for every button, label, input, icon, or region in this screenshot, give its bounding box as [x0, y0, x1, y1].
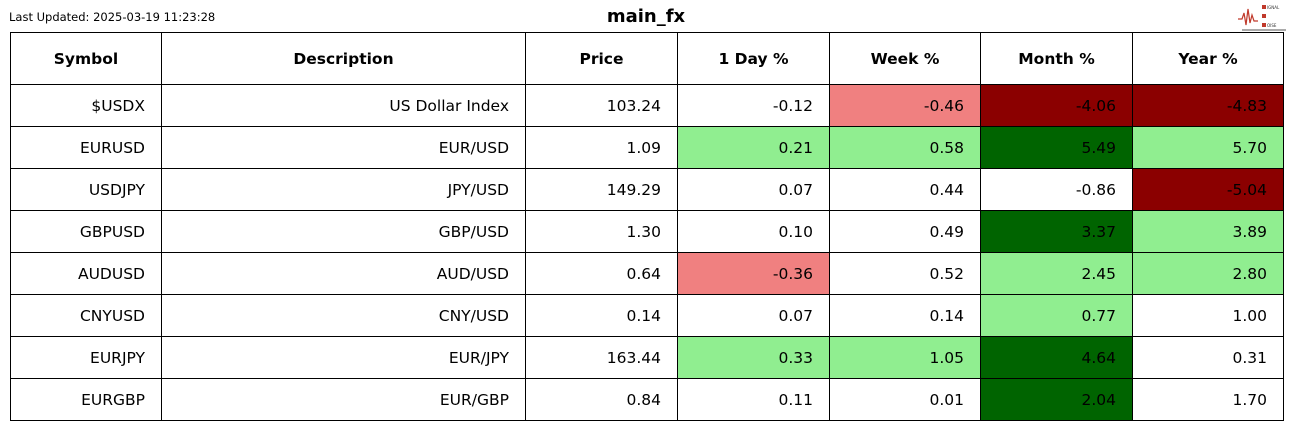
table-row: $USDX US Dollar Index 103.24 -0.12 -0.46 -4.0…	[10, 84, 1284, 127]
cell-week-pct: 1.05	[829, 336, 981, 379]
header-year-pct: Year %	[1132, 32, 1284, 85]
cell-year-pct: 3.89	[1132, 210, 1284, 253]
table-row: EURUSD EUR/USD 1.09 0.21 0.58 5.49 5.70	[10, 126, 1284, 169]
cell-price: 0.64	[525, 252, 678, 295]
cell-symbol: EURUSD	[10, 126, 162, 169]
cell-description: GBP/USD	[161, 210, 526, 253]
cell-week-pct: 0.52	[829, 252, 981, 295]
cell-description: EUR/GBP	[161, 378, 526, 421]
cell-year-pct: 0.31	[1132, 336, 1284, 379]
cell-price: 163.44	[525, 336, 678, 379]
cell-year-pct: 1.70	[1132, 378, 1284, 421]
page-title: main_fx	[606, 6, 686, 27]
cell-description: CNY/USD	[161, 294, 526, 337]
cell-description: US Dollar Index	[161, 84, 526, 127]
cell-month-pct: 2.45	[980, 252, 1133, 295]
cell-symbol: AUDUSD	[10, 252, 162, 295]
cell-month-pct: -0.86	[980, 168, 1133, 211]
svg-text:OISE: OISE	[1267, 23, 1277, 28]
cell-month-pct: -4.06	[980, 84, 1133, 127]
header-week-pct: Week %	[829, 32, 981, 85]
table-row: EURGBP EUR/GBP 0.84 0.11 0.01 2.04 1.70	[10, 378, 1284, 421]
header-description: Description	[161, 32, 526, 85]
table-row: GBPUSD GBP/USD 1.30 0.10 0.49 3.37 3.89	[10, 210, 1284, 253]
cell-year-pct: 1.00	[1132, 294, 1284, 337]
cell-week-pct: 0.58	[829, 126, 981, 169]
cell-week-pct: 0.44	[829, 168, 981, 211]
cell-month-pct: 5.49	[980, 126, 1133, 169]
cell-month-pct: 3.37	[980, 210, 1133, 253]
cell-week-pct: 0.49	[829, 210, 981, 253]
cell-week-pct: 0.01	[829, 378, 981, 421]
cell-symbol: USDJPY	[10, 168, 162, 211]
table-row: EURJPY EUR/JPY 163.44 0.33 1.05 4.64 0.31	[10, 336, 1284, 379]
table-row: CNYUSD CNY/USD 0.14 0.07 0.14 0.77 1.00	[10, 294, 1284, 337]
cell-day-pct: 0.07	[677, 294, 830, 337]
cell-price: 0.14	[525, 294, 678, 337]
signal-2-noise-logo: IGNAL OISE	[1238, 5, 1286, 31]
cell-month-pct: 2.04	[980, 378, 1133, 421]
cell-day-pct: -0.12	[677, 84, 830, 127]
header-month-pct: Month %	[980, 32, 1133, 85]
fx-table: Symbol Description Price 1 Day % Week % Month…	[10, 32, 1284, 421]
cell-year-pct: -4.83	[1132, 84, 1284, 127]
cell-year-pct: -5.04	[1132, 168, 1284, 211]
cell-description: EUR/JPY	[161, 336, 526, 379]
cell-symbol: EURJPY	[10, 336, 162, 379]
cell-price: 1.09	[525, 126, 678, 169]
cell-description: JPY/USD	[161, 168, 526, 211]
cell-day-pct: 0.21	[677, 126, 830, 169]
cell-month-pct: 0.77	[980, 294, 1133, 337]
cell-day-pct: 0.10	[677, 210, 830, 253]
header-symbol: Symbol	[10, 32, 162, 85]
cell-year-pct: 2.80	[1132, 252, 1284, 295]
table-row: AUDUSD AUD/USD 0.64 -0.36 0.52 2.45 2.80	[10, 252, 1284, 295]
cell-year-pct: 5.70	[1132, 126, 1284, 169]
table-row: USDJPY JPY/USD 149.29 0.07 0.44 -0.86 -5.04	[10, 168, 1284, 211]
header-row: Symbol Description Price 1 Day % Week % Month…	[10, 32, 1284, 85]
cell-description: AUD/USD	[161, 252, 526, 295]
cell-day-pct: 0.07	[677, 168, 830, 211]
cell-month-pct: 4.64	[980, 336, 1133, 379]
cell-symbol: GBPUSD	[10, 210, 162, 253]
cell-symbol: $USDX	[10, 84, 162, 127]
cell-day-pct: 0.11	[677, 378, 830, 421]
cell-price: 149.29	[525, 168, 678, 211]
cell-price: 1.30	[525, 210, 678, 253]
header-day-pct: 1 Day %	[677, 32, 830, 85]
header-price: Price	[525, 32, 678, 85]
cell-week-pct: -0.46	[829, 84, 981, 127]
cell-symbol: EURGBP	[10, 378, 162, 421]
cell-week-pct: 0.14	[829, 294, 981, 337]
cell-price: 103.24	[525, 84, 678, 127]
cell-description: EUR/USD	[161, 126, 526, 169]
svg-text:IGNAL: IGNAL	[1267, 5, 1280, 10]
cell-symbol: CNYUSD	[10, 294, 162, 337]
last-updated: Last Updated: 2025-03-19 11:23:28	[9, 10, 216, 24]
cell-day-pct: 0.33	[677, 336, 830, 379]
cell-price: 0.84	[525, 378, 678, 421]
cell-day-pct: -0.36	[677, 252, 830, 295]
